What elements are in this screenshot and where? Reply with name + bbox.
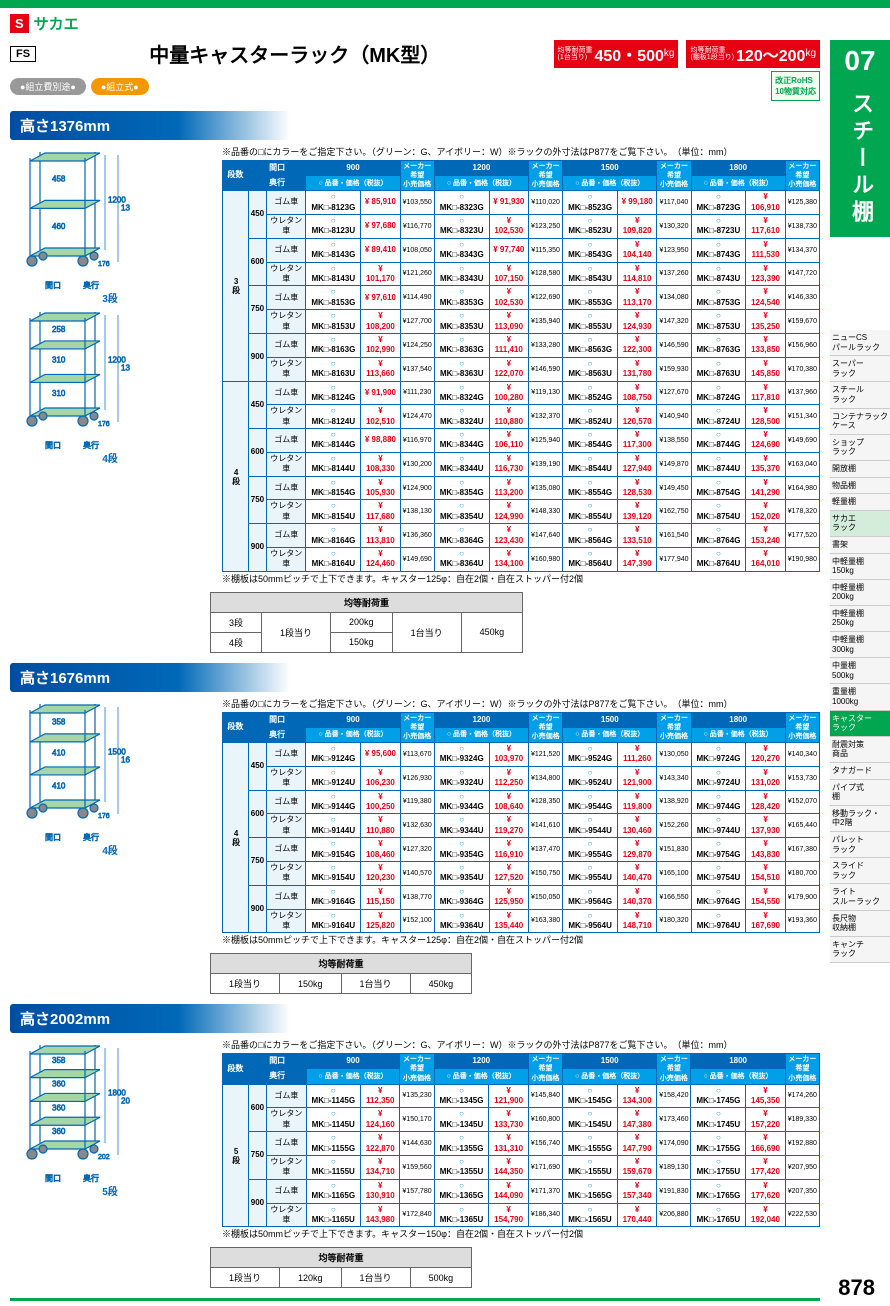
rack-diagram: 18002002358360360360202間口奥行5段 [10, 1038, 210, 1242]
price-table: 段数間口900メーカー 希望 小売価格1200メーカー 希望 小売価格1500メ… [222, 1053, 820, 1227]
note: ※品番の□にカラーをご指定下さい。（グリーン：G、アイボリー：W）※ラックの外寸… [222, 145, 820, 158]
side-tab: 07 スチール棚 [830, 40, 890, 237]
footnote: ※棚板は50mmピッチで上下できます。キャスター150φ：自在2個・自在ストッパ… [222, 1227, 820, 1240]
svg-text:間口: 間口 [45, 833, 61, 842]
sidenav-item: スチール ラック [830, 382, 890, 408]
side-nav: ニューCS パールラックスーパー ラックスチール ラックコンテナラック ケースシ… [830, 330, 890, 963]
svg-text:奥行: 奥行 [83, 1173, 99, 1183]
svg-text:360: 360 [52, 1127, 66, 1136]
sidenav-item: キャスター ラック [830, 711, 890, 737]
svg-text:奥行: 奥行 [83, 832, 99, 842]
svg-text:1676: 1676 [121, 755, 130, 764]
logo-text: サカエ [34, 13, 79, 34]
sidenav-item: ショップ ラック [830, 435, 890, 461]
sidenav-item: 移動ラック・ 中2階 [830, 806, 890, 832]
svg-text:310: 310 [52, 389, 66, 398]
svg-text:202: 202 [98, 1154, 110, 1161]
sidenav-item: 書架 [830, 537, 890, 554]
logo: S サカエ [10, 13, 820, 34]
price-table: 段数間口900メーカー 希望 小売価格1200メーカー 希望 小売価格1500メ… [222, 160, 820, 572]
sidenav-item: 開放棚 [830, 461, 890, 478]
chapter-number: 07 [830, 40, 890, 82]
sidenav-item: パイプ式 棚 [830, 780, 890, 806]
svg-text:1376: 1376 [121, 364, 130, 373]
svg-text:310: 310 [52, 356, 66, 365]
svg-text:458: 458 [52, 175, 66, 184]
svg-text:258: 258 [52, 325, 66, 334]
sidenav-item: ライト スルーラック [830, 884, 890, 910]
page-number: 878 [838, 1275, 875, 1301]
load-table: 均等耐荷重1段当り150kg1台当り450kg [210, 953, 472, 994]
svg-text:176: 176 [98, 421, 110, 428]
page-title: 中量キャスターラック（MK型） [44, 39, 545, 68]
sidenav-item: 長尺物 収納棚 [830, 911, 890, 937]
sidenav-item: 軽量棚 [830, 494, 890, 511]
sidenav-item: タナガード [830, 763, 890, 780]
footnote: ※棚板は50mmピッチで上下できます。キャスター125φ：自在2個・自在ストッパ… [222, 572, 820, 585]
sidenav-item: パレット ラック [830, 832, 890, 858]
svg-text:2002: 2002 [121, 1097, 130, 1106]
rack-diagram: 15001676358410410176間口奥行4段 [10, 697, 210, 949]
footnote: ※棚板は50mmピッチで上下できます。キャスター125φ：自在2個・自在ストッパ… [222, 933, 820, 946]
sidenav-item: 中軽量棚 300kg [830, 632, 890, 658]
svg-text:1376: 1376 [121, 204, 130, 213]
svg-text:間口: 間口 [45, 281, 61, 290]
svg-text:358: 358 [52, 717, 66, 726]
logo-s: S [10, 14, 29, 33]
svg-text:奥行: 奥行 [83, 440, 99, 450]
sidenav-item: 物品棚 [830, 478, 890, 495]
svg-text:360: 360 [52, 1080, 66, 1089]
svg-text:358: 358 [52, 1056, 66, 1065]
svg-text:410: 410 [52, 781, 66, 790]
sidenav-item: ニューCS パールラック [830, 330, 890, 356]
sidenav-item: コンテナラック ケース [830, 409, 890, 435]
svg-text:176: 176 [98, 813, 110, 820]
svg-text:間口: 間口 [45, 441, 61, 450]
section-header: 高さ1676mm [10, 663, 290, 692]
fs-badge: FS [10, 46, 36, 62]
section-header: 高さ2002mm [10, 1004, 290, 1033]
svg-text:410: 410 [52, 748, 66, 757]
load-badge-1: 均等耐荷重 (1台当り) 450・500kg [554, 40, 679, 68]
sidenav-item: 耐震対策 商品 [830, 737, 890, 763]
svg-text:176: 176 [98, 261, 110, 268]
sidenav-item: 中量棚 500kg [830, 658, 890, 684]
section-header: 高さ1376mm [10, 111, 290, 140]
rohs-badge: 改正RoHS 10物質対応 [771, 71, 820, 101]
load-badge-2: 均等耐荷重 (棚板1段当り) 120〜200kg [686, 40, 820, 68]
sidenav-item: 中軽量棚 250kg [830, 606, 890, 632]
svg-text:460: 460 [52, 222, 66, 231]
sidenav-item: サカエ ラック [830, 511, 890, 537]
rack-diagram: 12001376458460176間口奥行3段12001376258310310… [10, 145, 210, 587]
chapter-title: スチール棚 [830, 82, 890, 237]
load-table: 均等耐荷重1段当り120kg1台当り500kg [210, 1247, 472, 1288]
price-table: 段数間口900メーカー 希望 小売価格1200メーカー 希望 小売価格1500メ… [222, 712, 820, 934]
svg-text:360: 360 [52, 1104, 66, 1113]
sidenav-item: 中軽量棚 200kg [830, 580, 890, 606]
sidenav-item: 重量棚 1000kg [830, 684, 890, 710]
note: ※品番の□にカラーをご指定下さい。（グリーン：G、アイボリー：W）※ラックの外寸… [222, 697, 820, 710]
svg-text:奥行: 奥行 [83, 280, 99, 290]
sidenav-item: 中軽量棚 150kg [830, 554, 890, 580]
svg-text:間口: 間口 [45, 1174, 61, 1183]
note: ※品番の□にカラーをご指定下さい。（グリーン：G、アイボリー：W）※ラックの外寸… [222, 1038, 820, 1051]
sidenav-item: スーパー ラック [830, 356, 890, 382]
badge-assembly-type: ●組立式● [91, 78, 149, 95]
badge-assembly-fee: ●組立費別途● [10, 78, 86, 95]
sidenav-item: スライド ラック [830, 858, 890, 884]
sidenav-item: キャンチ ラック [830, 937, 890, 963]
load-table: 均等耐荷重3段1段当り200kg1台当り450kg4段150kg [210, 592, 523, 653]
